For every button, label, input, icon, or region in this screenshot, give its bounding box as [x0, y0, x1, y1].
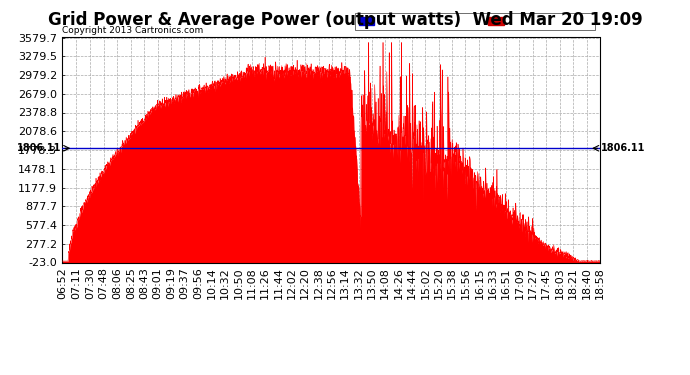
- Text: 1806.11: 1806.11: [601, 143, 645, 153]
- Text: 1806.11: 1806.11: [17, 143, 61, 153]
- Text: Copyright 2013 Cartronics.com: Copyright 2013 Cartronics.com: [62, 26, 204, 35]
- Legend: Average  (AC Watts), Grid  (AC Watts): Average (AC Watts), Grid (AC Watts): [355, 13, 595, 30]
- Text: Grid Power & Average Power (output watts)  Wed Mar 20 19:09: Grid Power & Average Power (output watts…: [48, 11, 642, 29]
